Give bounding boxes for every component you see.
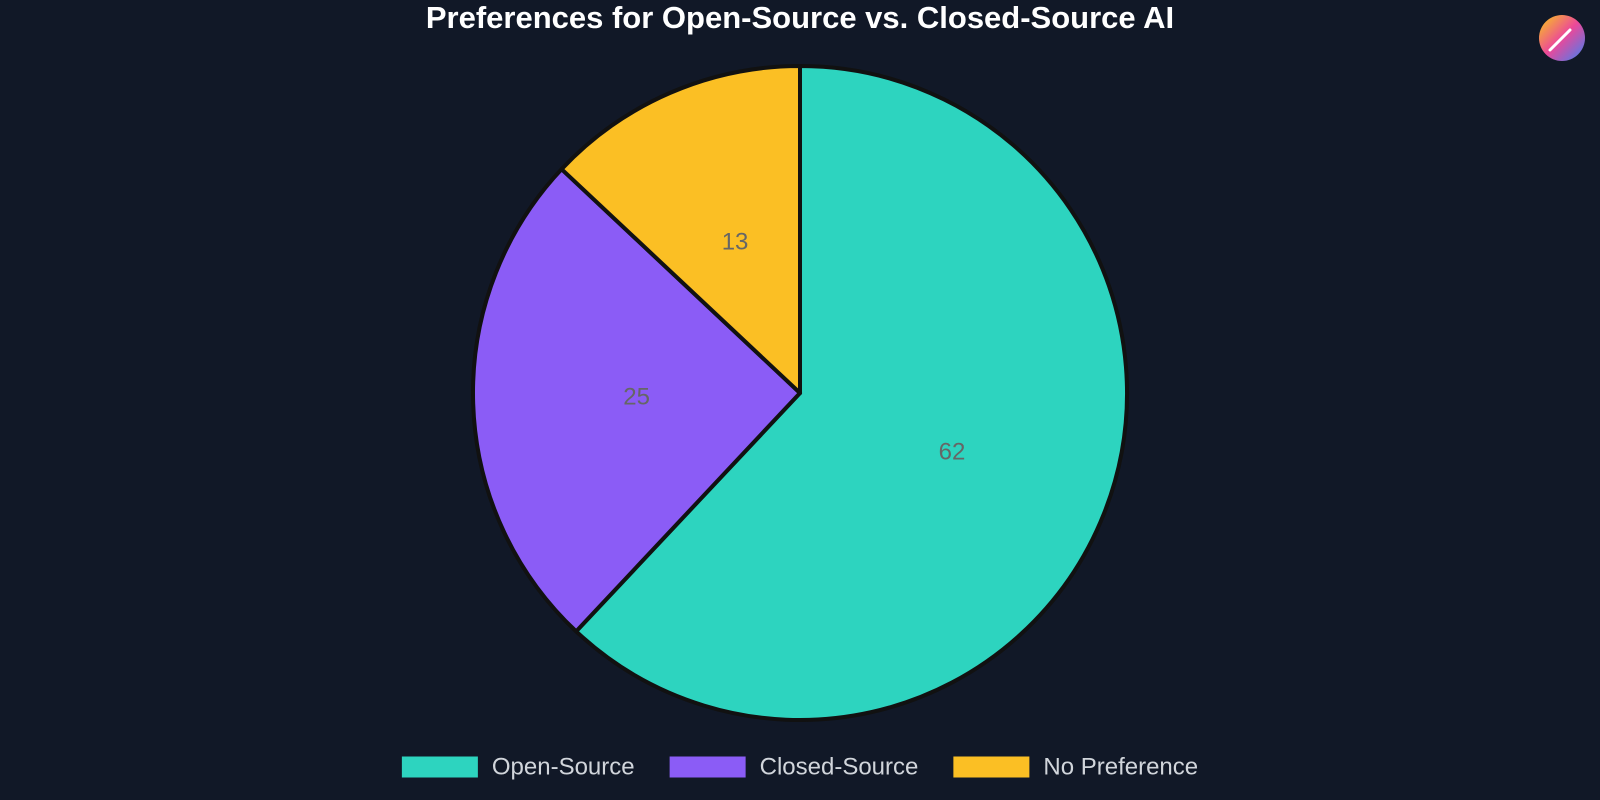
data-label: 25	[623, 383, 650, 410]
pie-slice	[574, 64, 1129, 722]
legend-label: Open-Source	[492, 753, 635, 780]
legend-swatch	[401, 756, 478, 778]
chart-title: Preferences for Open-Source vs. Closed-S…	[426, 0, 1174, 35]
data-label: 13	[722, 228, 749, 255]
pie-slice	[559, 64, 802, 395]
legend-label: No Preference	[1043, 753, 1198, 780]
legend-label: Closed-Source	[760, 753, 919, 780]
legend-swatch	[953, 756, 1030, 778]
pie-slice	[471, 167, 802, 634]
legend-swatch	[669, 756, 746, 778]
logo-icon[interactable]	[1539, 15, 1585, 61]
logo-stroke[interactable]	[1548, 28, 1572, 52]
data-label: 62	[939, 439, 966, 466]
